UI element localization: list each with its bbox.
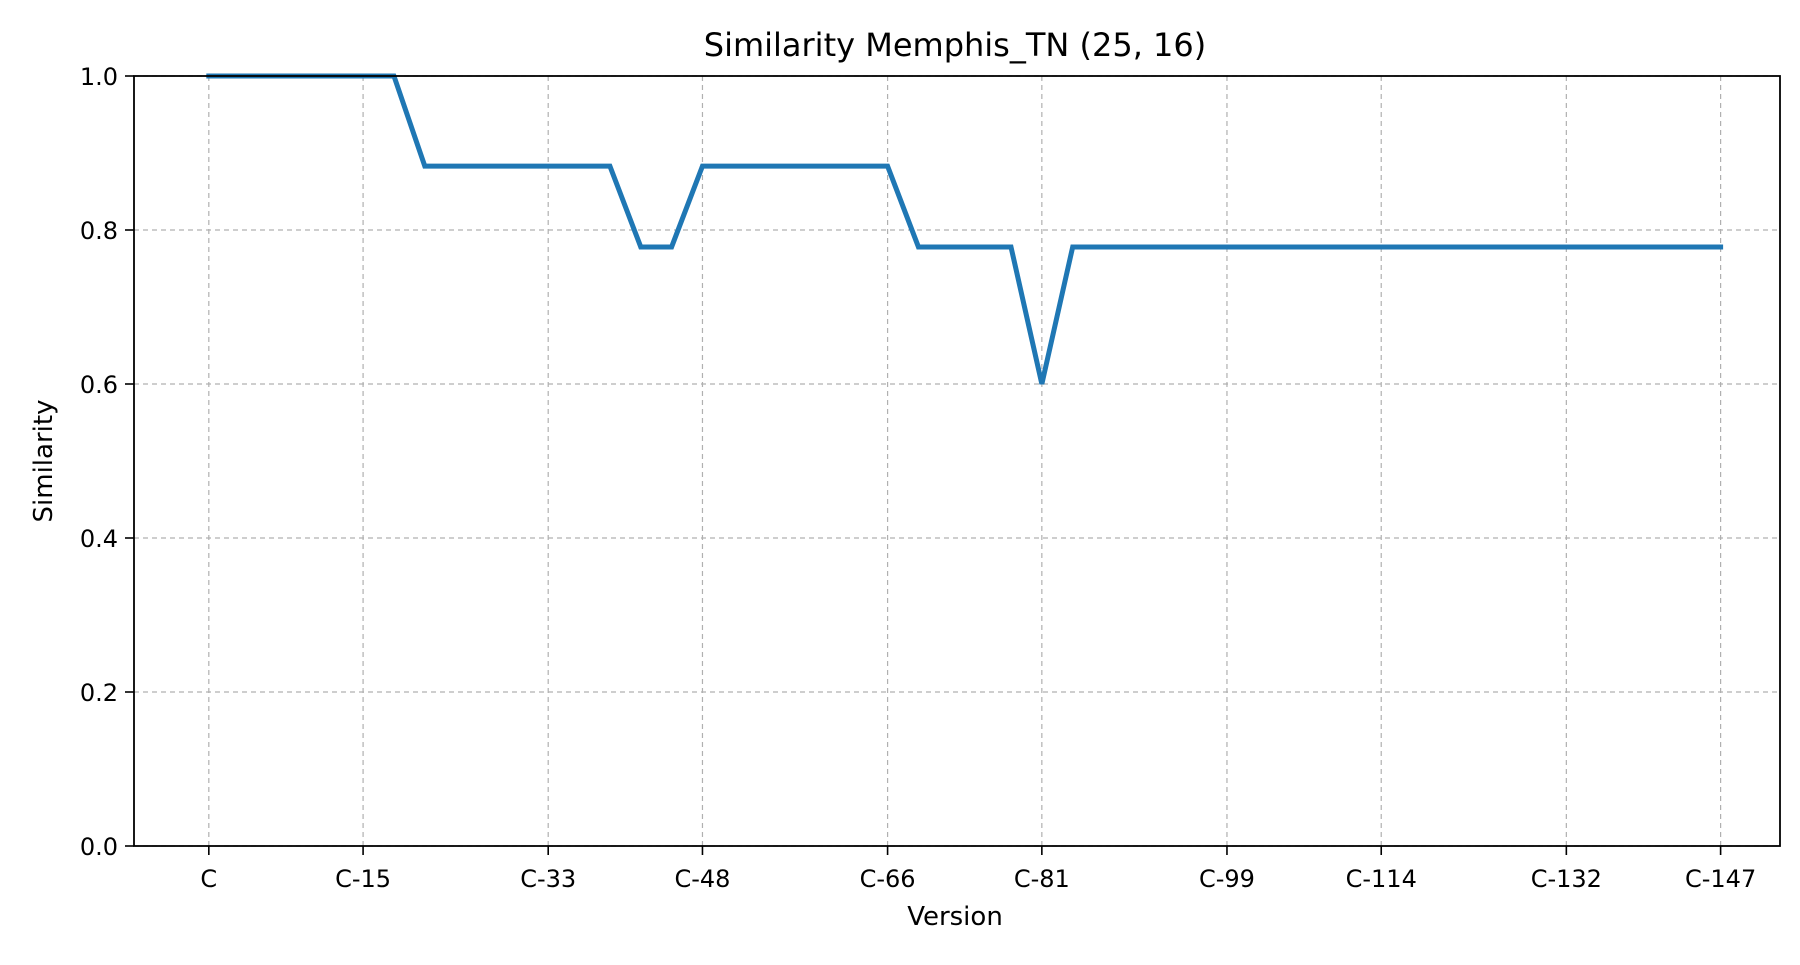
- y-tick-label: 0.2: [80, 679, 118, 707]
- y-tick-label: 1.0: [80, 63, 118, 91]
- x-tick-label: C-81: [1014, 865, 1070, 893]
- chart-title: Similarity Memphis_TN (25, 16): [704, 26, 1207, 64]
- y-tick-label: 0.6: [80, 371, 118, 399]
- x-tick-label: C-33: [520, 865, 576, 893]
- y-tick-label: 0.8: [80, 217, 118, 245]
- x-tick-label: C-66: [860, 865, 916, 893]
- x-tick-label: C-48: [674, 865, 730, 893]
- x-axis-label: Version: [907, 902, 1003, 932]
- y-tick-label: 0.0: [80, 833, 118, 861]
- x-tick-label: C-114: [1346, 865, 1417, 893]
- x-tick-label: C-147: [1685, 865, 1756, 893]
- y-tick-label: 0.4: [80, 525, 118, 553]
- x-tick-label: C: [200, 865, 217, 893]
- x-tick-label: C-132: [1531, 865, 1602, 893]
- y-axis-label: Similarity: [29, 400, 59, 523]
- x-tick-label: C-15: [335, 865, 391, 893]
- x-tick-label: C-99: [1199, 865, 1255, 893]
